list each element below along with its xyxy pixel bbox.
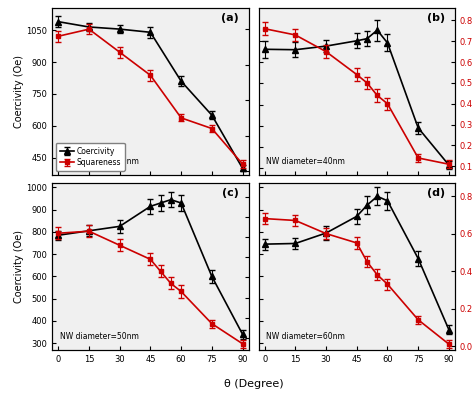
Text: NW diameter=60nm: NW diameter=60nm	[266, 332, 345, 342]
Text: NW diameter=40nm: NW diameter=40nm	[266, 157, 345, 166]
Text: (c): (c)	[222, 188, 239, 198]
Text: (b): (b)	[427, 13, 445, 23]
Y-axis label: Coercivity (Oe): Coercivity (Oe)	[13, 55, 24, 128]
Text: (d): (d)	[427, 188, 445, 198]
Text: NW diameter=50nm: NW diameter=50nm	[60, 332, 139, 342]
Legend: Coercivity, Squareness: Coercivity, Squareness	[56, 143, 125, 171]
Y-axis label: Coercivity (Oe): Coercivity (Oe)	[13, 230, 24, 303]
Text: NW diameter=30nm: NW diameter=30nm	[60, 157, 139, 166]
Text: (a): (a)	[221, 13, 239, 23]
Text: θ (Degree): θ (Degree)	[224, 379, 283, 389]
